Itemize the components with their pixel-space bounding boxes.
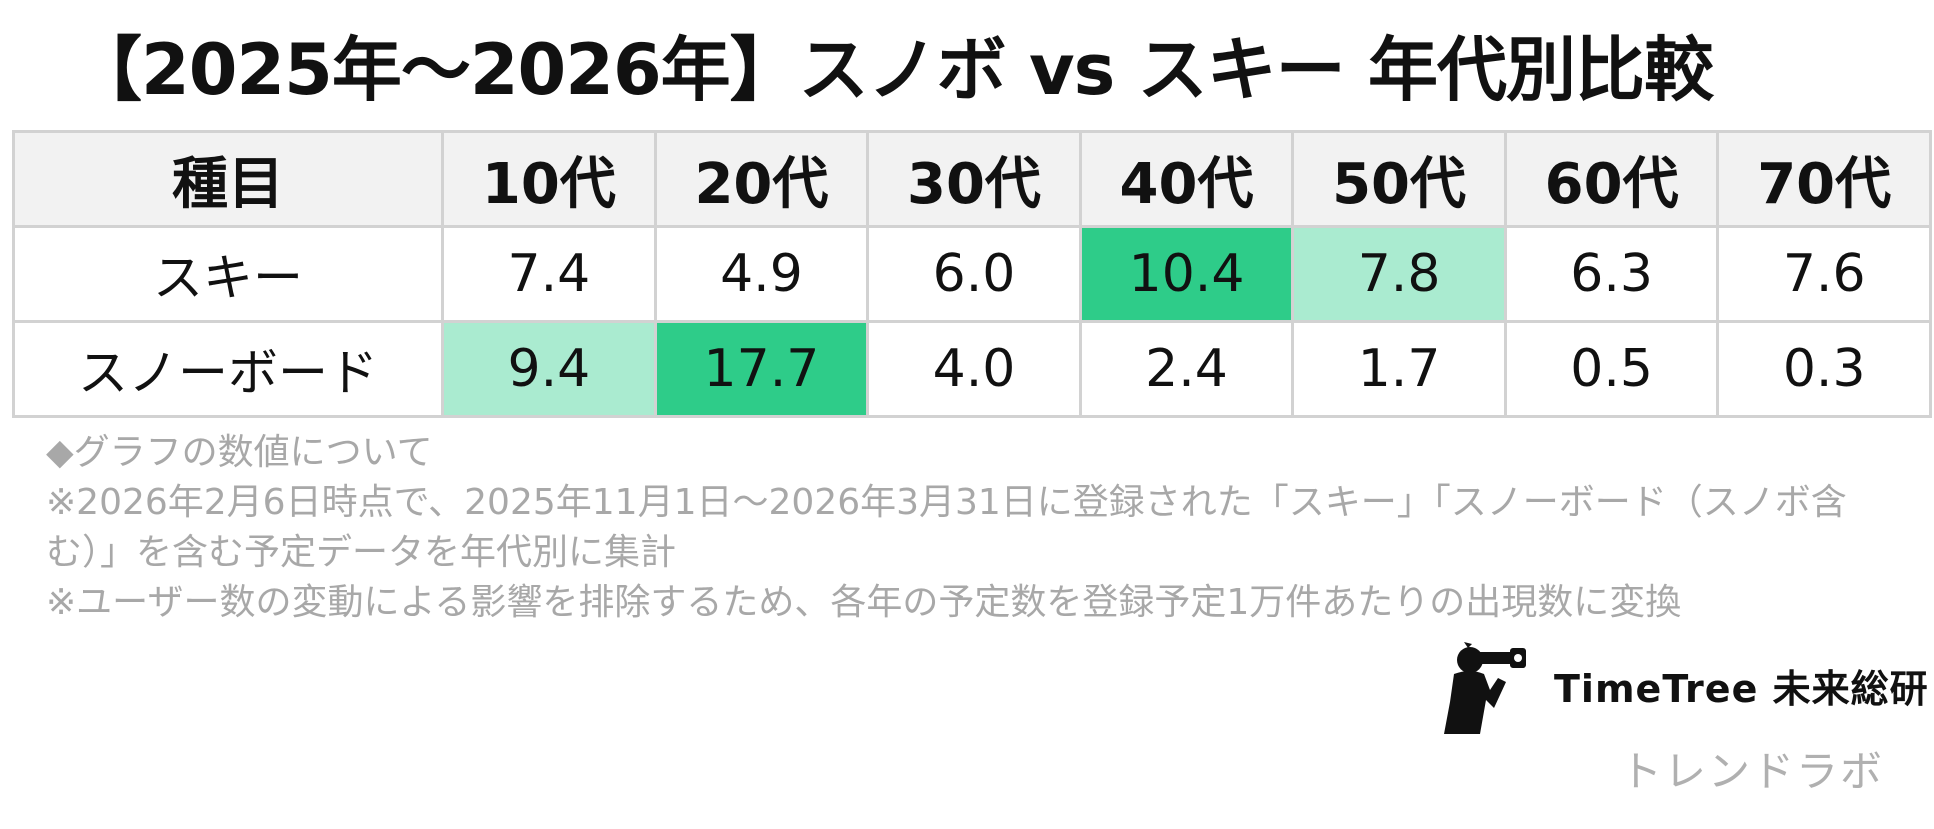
value-cell-ski-60s: 6.3 xyxy=(1503,225,1720,323)
notes-line-2: ※ユーザー数の変動による影響を排除するため、各年の予定数を登録予定1万件あたりの… xyxy=(46,582,1682,623)
value-cell-ski-40s: 10.4 xyxy=(1078,225,1295,323)
header-cell-10s: 10代 xyxy=(441,130,657,228)
page-title: 【2025年〜2026年】スノボ vs スキー 年代別比較 xyxy=(72,29,1714,111)
notes-section: ◆グラフの数値について ※2026年2月6日時点で、2025年11月1日〜202… xyxy=(46,428,1906,628)
notes-line-1: ※2026年2月6日時点で、2025年11月1日〜2026年3月31日に登録され… xyxy=(46,482,1847,573)
header-cell-60s: 60代 xyxy=(1503,130,1720,228)
value-cell-ski-50s: 7.8 xyxy=(1291,225,1507,323)
header-cell-30s: 30代 xyxy=(866,130,1082,228)
table-header-row: 種目 10代 20代 30代 40代 50代 60代 70代 xyxy=(11,130,1932,228)
header-cell-50s: 50代 xyxy=(1291,130,1507,228)
header-cell-40s: 40代 xyxy=(1078,130,1295,228)
brand-name: TimeTree 未来総研 xyxy=(1554,667,1929,711)
value-cell-snowboard-30s: 4.0 xyxy=(866,320,1082,418)
value-cell-snowboard-60s: 0.5 xyxy=(1503,320,1720,418)
value-cell-snowboard-70s: 0.3 xyxy=(1716,320,1932,418)
header-cell-70s: 70代 xyxy=(1716,130,1932,228)
value-cell-snowboard-50s: 1.7 xyxy=(1291,320,1507,418)
header-cell-category: 種目 xyxy=(11,130,445,228)
value-cell-snowboard-40s: 2.4 xyxy=(1078,320,1295,418)
value-cell-ski-30s: 6.0 xyxy=(866,225,1082,323)
photographer-silhouette-icon xyxy=(1444,642,1526,734)
value-cell-ski-20s: 4.9 xyxy=(653,225,870,323)
row-label-snowboard: スノーボード xyxy=(11,320,445,418)
value-cell-snowboard-20s: 17.7 xyxy=(653,320,870,418)
value-cell-ski-70s: 7.6 xyxy=(1716,225,1932,323)
row-label-ski: スキー xyxy=(11,225,445,323)
header-cell-20s: 20代 xyxy=(653,130,870,228)
brand-block: TimeTree 未来総研 xyxy=(1440,638,1930,734)
comparison-table: 種目 10代 20代 30代 40代 50代 60代 70代 スキー 7.4 4… xyxy=(11,130,1932,418)
notes-heading: ◆グラフの数値について xyxy=(46,432,433,473)
table-row-ski: スキー 7.4 4.9 6.0 10.4 7.8 6.3 7.6 xyxy=(11,225,1932,323)
value-cell-ski-10s: 7.4 xyxy=(441,225,657,323)
table-row-snowboard: スノーボード 9.4 17.7 4.0 2.4 1.7 0.5 0.3 xyxy=(11,320,1932,418)
brand-sublabel: トレンドラボ xyxy=(1620,747,1885,796)
value-cell-snowboard-10s: 9.4 xyxy=(441,320,657,418)
